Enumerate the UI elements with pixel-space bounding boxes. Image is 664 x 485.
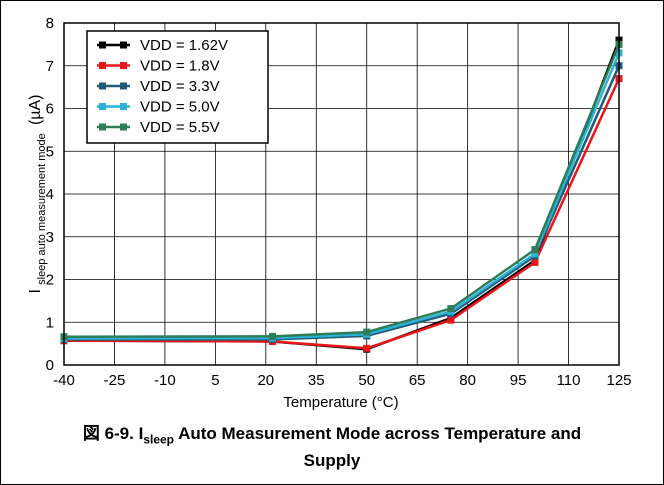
series-line — [63, 78, 621, 350]
y-axis-title: I sleep auto measurement mode (µA) — [27, 95, 49, 294]
x-tick-label: 110 — [557, 372, 581, 389]
y-axis-title-sub: sleep auto measurement mode — [36, 133, 48, 285]
legend-item: VDD = 5.0V — [97, 99, 220, 116]
legend-swatch-marker — [120, 41, 127, 49]
legend-item: VDD = 1.62V — [97, 37, 228, 54]
caption-sub: sleep — [143, 432, 174, 447]
legend-item: VDD = 3.3V — [97, 78, 220, 95]
y-tick-label: 4 — [46, 186, 54, 203]
series-line — [63, 43, 621, 339]
x-axis-title: Temperature (°C) — [283, 394, 398, 411]
legend-item: VDD = 1.8V — [97, 58, 220, 75]
x-tick-labels: -40 -25 -10 5 20 35 50 65 80 95 110 125 — [53, 372, 631, 389]
data-point — [531, 258, 539, 266]
legend-label: VDD = 3.3V — [140, 78, 220, 95]
caption-line2: Supply — [303, 451, 361, 471]
y-axis-title-main: I — [27, 289, 44, 293]
y-tick-label: 1 — [46, 314, 54, 331]
data-point — [531, 246, 539, 254]
y-tick-label: 0 — [46, 357, 54, 374]
x-tick-label: 50 — [358, 372, 375, 389]
caption-prefix: 図 6-9. I — [82, 424, 144, 443]
x-tick-label: 125 — [606, 372, 631, 389]
data-point — [447, 305, 455, 313]
figure-caption: 図 6-9. Isleep Auto Measurement Mode acro… — [0, 423, 664, 472]
x-tick-label: -10 — [154, 372, 176, 389]
legend-swatch-marker — [120, 62, 127, 69]
data-point — [447, 316, 455, 324]
data-point — [269, 332, 277, 340]
series-line — [63, 52, 621, 340]
caption-rest: Auto Measurement Mode across Temperature… — [174, 424, 582, 443]
y-tick-labels: 0 1 2 3 4 5 6 7 8 — [46, 15, 54, 374]
x-tick-label: -25 — [104, 372, 126, 389]
legend-swatch-marker — [99, 103, 106, 110]
data-point — [531, 250, 539, 258]
y-tick-label: 5 — [46, 143, 54, 160]
legend: VDD = 1.62V VDD = 1.8V VDD = 3.3V VDD = 5.0… — [86, 30, 269, 144]
y-tick-label: 2 — [46, 272, 54, 289]
x-tick-label: 65 — [409, 372, 426, 389]
data-point — [363, 344, 371, 352]
legend-swatch-marker — [99, 62, 106, 69]
legend-label: VDD = 5.5V — [140, 119, 220, 136]
x-tick-label: 20 — [257, 372, 274, 389]
legend-swatch-marker — [99, 123, 106, 131]
y-tick-label: 8 — [46, 15, 54, 32]
y-axis-title-unit: (µA) — [27, 95, 44, 126]
legend-swatch-marker — [99, 82, 106, 90]
x-tick-label: 5 — [211, 372, 219, 389]
legend-label: VDD = 1.8V — [140, 58, 220, 75]
legend-swatch-marker — [99, 41, 106, 49]
series-layer — [60, 36, 623, 353]
legend-label: VDD = 1.62V — [140, 37, 228, 54]
plot-border — [63, 22, 620, 366]
x-tick-label: 35 — [308, 372, 325, 389]
legend-swatch-marker — [120, 82, 127, 90]
y-tick-label: 3 — [46, 229, 54, 246]
legend-item: VDD = 5.5V — [97, 119, 220, 136]
x-tick-label: -40 — [53, 372, 75, 389]
x-tick-label: 80 — [459, 372, 476, 389]
y-tick-label: 6 — [46, 101, 54, 118]
legend-swatch-marker — [120, 123, 127, 131]
legend-label: VDD = 5.0V — [140, 99, 220, 116]
y-tick-label: 7 — [46, 58, 54, 75]
data-point — [363, 328, 371, 336]
x-tick-label: 95 — [510, 372, 527, 389]
legend-swatch-marker — [120, 103, 127, 110]
